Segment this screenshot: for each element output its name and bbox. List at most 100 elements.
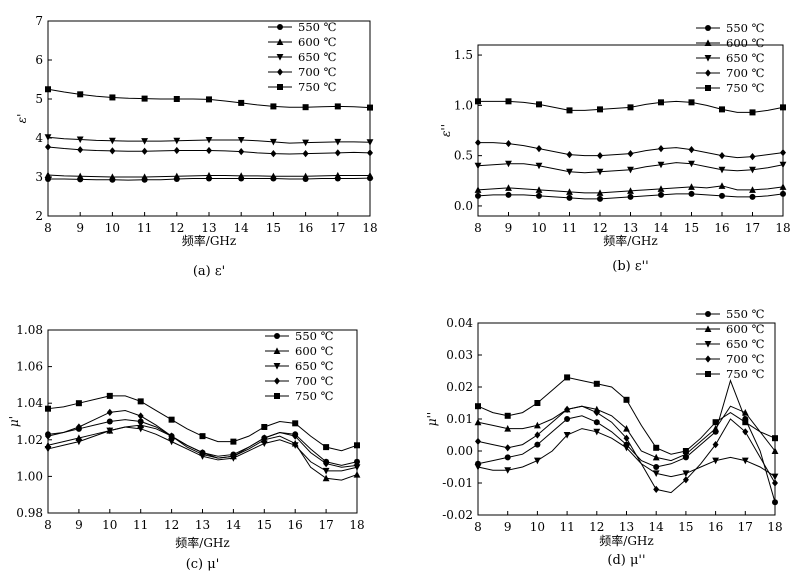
- legend-label: 700 ℃: [298, 65, 337, 79]
- data-point: [535, 186, 543, 193]
- data-point: [474, 162, 482, 170]
- legend-marker: [273, 347, 281, 354]
- data-point: [534, 441, 541, 448]
- data-point: [354, 442, 360, 449]
- chart-caption: (d) μ'': [607, 553, 645, 568]
- data-point: [45, 86, 51, 93]
- data-point: [334, 103, 341, 110]
- series-700C: [45, 408, 360, 470]
- y-tick-label: 0.04: [446, 316, 473, 330]
- data-point: [292, 432, 299, 440]
- data-point: [173, 146, 180, 155]
- series-750C: [45, 86, 373, 111]
- data-point: [302, 139, 309, 147]
- data-point: [475, 403, 481, 410]
- data-point: [505, 139, 512, 148]
- x-tick-label: 10: [530, 520, 545, 534]
- data-point: [780, 104, 786, 111]
- x-tick-label: 12: [164, 518, 179, 532]
- data-point: [749, 153, 756, 161]
- data-point: [475, 138, 481, 147]
- legend-marker: [274, 393, 280, 399]
- data-point: [627, 150, 634, 158]
- data-point: [75, 400, 82, 407]
- data-point: [741, 409, 749, 416]
- data-point: [505, 98, 512, 105]
- data-point: [623, 425, 630, 432]
- data-point: [270, 138, 277, 146]
- data-point: [627, 187, 634, 194]
- legend-label: 750 ℃: [726, 367, 765, 381]
- data-point: [718, 166, 726, 174]
- data-point: [772, 479, 778, 487]
- x-tick-label: 13: [619, 520, 634, 534]
- x-tick-label: 13: [195, 518, 210, 532]
- data-point: [109, 147, 116, 155]
- data-point: [652, 453, 660, 461]
- x-tick-label: 16: [288, 518, 303, 532]
- data-point: [742, 428, 749, 436]
- data-point: [593, 380, 600, 387]
- data-point: [627, 166, 634, 174]
- x-tick-label: 15: [678, 520, 693, 534]
- y-tick-label: -0.01: [442, 476, 473, 490]
- legend-marker: [705, 371, 711, 377]
- data-point: [205, 136, 213, 144]
- y-tick-label: 1.02: [16, 433, 43, 447]
- data-point: [475, 437, 481, 445]
- x-tick-label: 11: [559, 520, 574, 534]
- data-point: [623, 434, 630, 442]
- legend-label: 650 ℃: [726, 337, 765, 351]
- data-point: [505, 184, 512, 191]
- y-tick-label: 0.03: [446, 348, 473, 362]
- data-point: [353, 470, 361, 478]
- data-point: [749, 186, 756, 193]
- data-point: [658, 145, 664, 153]
- data-point: [712, 457, 719, 465]
- data-point: [366, 171, 374, 179]
- x-tick-label: 14: [653, 221, 669, 235]
- chart-caption: (a) ε': [193, 264, 225, 279]
- y-tick-label: 1.04: [16, 396, 43, 410]
- data-point: [77, 91, 84, 98]
- data-point: [260, 440, 268, 448]
- data-point: [593, 419, 600, 426]
- data-point: [688, 183, 695, 190]
- legend-marker: [704, 341, 712, 348]
- data-point: [109, 173, 116, 180]
- series-line: [477, 405, 776, 462]
- data-point: [141, 95, 148, 102]
- series-650C: [474, 160, 787, 176]
- data-point: [597, 195, 603, 202]
- series-650C: [474, 428, 779, 481]
- series-650C: [44, 134, 374, 147]
- data-point: [505, 191, 512, 198]
- data-point: [653, 464, 660, 470]
- chart-a: 8 9 10 11 12 13 14 15 16 17 18 2 3 4 5 6 7 频率/GHz ε' (a) ε'…: [15, 14, 378, 279]
- data-point: [322, 474, 330, 482]
- data-point: [270, 103, 277, 110]
- data-point: [749, 193, 756, 200]
- data-point: [780, 149, 786, 157]
- data-point: [658, 99, 664, 106]
- legend-label: 650 ℃: [726, 51, 765, 65]
- legend-marker: [705, 311, 711, 317]
- data-point: [44, 445, 52, 453]
- x-tick-label: 18: [349, 518, 364, 532]
- data-point: [536, 145, 542, 153]
- data-point: [566, 194, 573, 201]
- data-point: [712, 425, 719, 432]
- y-tick-label: 3: [35, 170, 43, 184]
- data-point: [173, 172, 181, 180]
- data-point: [270, 150, 277, 158]
- data-point: [718, 182, 726, 189]
- legend-marker: [705, 69, 711, 77]
- data-point: [334, 149, 341, 157]
- x-tick-label: 14: [234, 221, 250, 235]
- x-tick-label: 16: [708, 520, 723, 534]
- data-point: [623, 444, 630, 452]
- data-point: [44, 134, 52, 141]
